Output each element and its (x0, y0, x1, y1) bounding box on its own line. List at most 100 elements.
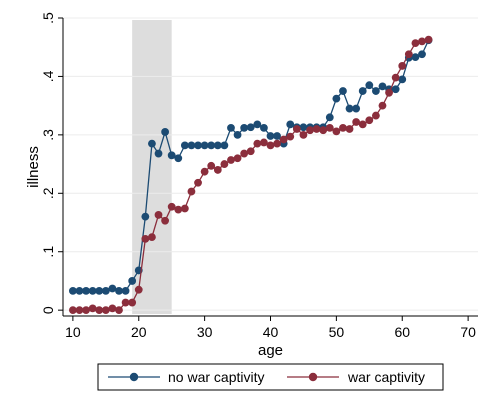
legend: no war captivity war captivity (97, 363, 444, 391)
data-point-war-captivity (82, 306, 90, 315)
axes (58, 17, 478, 321)
data-point-war-captivity (299, 130, 308, 139)
data-point-war-captivity (88, 304, 97, 313)
data-point-war-captivity (194, 178, 202, 187)
data-point-no-war-captivity (398, 75, 407, 84)
data-point-war-captivity (134, 285, 143, 294)
data-point-no-war-captivity (286, 120, 295, 129)
data-point-no-war-captivity (365, 81, 374, 90)
data-point-no-war-captivity (180, 141, 189, 150)
x-tick-label-3: 40 (263, 324, 279, 340)
data-point-war-captivity (332, 127, 341, 136)
data-point-no-war-captivity (194, 141, 202, 150)
data-point-war-captivity (154, 211, 163, 219)
x-tick-label-1: 20 (131, 324, 147, 340)
data-point-war-captivity (108, 304, 117, 313)
data-point-no-war-captivity (233, 130, 242, 139)
data-point-war-captivity (180, 204, 189, 213)
legend-swatch-war-captivity-marker (308, 372, 318, 382)
data-point-no-war-captivity (273, 132, 281, 140)
legend-label-no-war-captivity: no war captivity (168, 369, 264, 385)
data-point-war-captivity (273, 139, 281, 148)
shaded-band-layer (132, 20, 172, 314)
shaded-region (132, 20, 172, 314)
data-point-no-war-captivity (371, 87, 380, 95)
legend-label-war-captivity: war captivity (347, 369, 425, 385)
data-point-no-war-captivity (391, 85, 400, 94)
data-point-war-captivity (378, 101, 387, 110)
data-point-no-war-captivity (108, 284, 117, 293)
data-point-war-captivity (358, 120, 367, 129)
y-tick-label-1: .1 (40, 246, 56, 258)
data-point-war-captivity (213, 166, 222, 174)
data-point-no-war-captivity (260, 123, 268, 132)
data-point-war-captivity (233, 154, 242, 163)
data-point-war-captivity (339, 123, 347, 132)
y-tick-label-3: .3 (40, 129, 56, 141)
data-point-war-captivity (398, 62, 407, 70)
data-point-no-war-captivity (345, 104, 354, 113)
data-point-no-war-captivity (220, 141, 229, 150)
data-point-no-war-captivity (352, 104, 361, 113)
data-point-war-captivity (260, 138, 268, 147)
data-point-no-war-captivity (418, 50, 426, 59)
data-point-no-war-captivity (101, 286, 110, 295)
legend-swatch-no-war-captivity-marker (129, 372, 139, 382)
data-point-war-captivity (167, 202, 176, 211)
y-tick-label-0: 0 (40, 306, 56, 314)
data-point-war-captivity (391, 73, 400, 82)
data-point-war-captivity (161, 216, 170, 225)
data-point-no-war-captivity (68, 286, 77, 295)
data-point-no-war-captivity (411, 53, 420, 62)
data-point-war-captivity (246, 147, 255, 156)
data-point-war-captivity (385, 88, 393, 97)
y-tick-label-5: .5 (40, 12, 56, 24)
data-point-war-captivity (424, 35, 433, 44)
data-point-war-captivity (286, 132, 295, 141)
data-point-no-war-captivity (121, 286, 130, 295)
data-point-war-captivity (325, 123, 334, 132)
x-axis-title: age (258, 342, 283, 359)
y-axis-title: illness (25, 146, 42, 188)
data-point-no-war-captivity (253, 120, 262, 129)
data-point-no-war-captivity (207, 141, 216, 150)
data-point-war-captivity (319, 126, 328, 135)
data-point-war-captivity (207, 161, 216, 170)
data-point-no-war-captivity (325, 113, 334, 122)
data-point-war-captivity (148, 233, 156, 242)
data-point-no-war-captivity (167, 151, 176, 160)
data-point-war-captivity (292, 125, 301, 133)
data-point-war-captivity (101, 306, 110, 315)
y-tick-label-4: .4 (40, 70, 56, 82)
data-point-war-captivity (345, 125, 354, 133)
data-point-no-war-captivity (266, 132, 275, 140)
x-tick-label-5: 60 (394, 324, 410, 340)
data-point-no-war-captivity (187, 141, 196, 150)
data-point-war-captivity (174, 205, 183, 214)
data-point-no-war-captivity (161, 128, 170, 136)
x-tick-label-2: 30 (197, 324, 213, 340)
data-point-no-war-captivity (358, 87, 367, 95)
data-point-no-war-captivity (128, 277, 137, 285)
data-point-no-war-captivity (299, 123, 308, 132)
tick-labels: 10 20 30 40 50 60 70 0 .1 .2 .3 .4 .5 (40, 12, 476, 340)
data-point-war-captivity (220, 160, 229, 168)
data-point-no-war-captivity (75, 286, 84, 295)
data-point-no-war-captivity (246, 123, 255, 132)
data-point-war-captivity (200, 167, 209, 176)
data-point-no-war-captivity (339, 87, 347, 95)
data-point-war-captivity (352, 118, 361, 126)
data-point-war-captivity (68, 306, 77, 315)
data-point-war-captivity (312, 125, 321, 133)
data-point-no-war-captivity (88, 286, 97, 295)
data-point-no-war-captivity (95, 286, 104, 295)
data-point-war-captivity (128, 298, 137, 307)
data-point-no-war-captivity (148, 139, 156, 148)
data-point-no-war-captivity (332, 94, 341, 103)
data-point-war-captivity (121, 298, 130, 307)
data-point-war-captivity (411, 39, 420, 48)
data-point-no-war-captivity (115, 286, 123, 295)
data-point-no-war-captivity (82, 286, 90, 295)
data-point-war-captivity (240, 149, 249, 158)
data-point-no-war-captivity (141, 212, 150, 221)
